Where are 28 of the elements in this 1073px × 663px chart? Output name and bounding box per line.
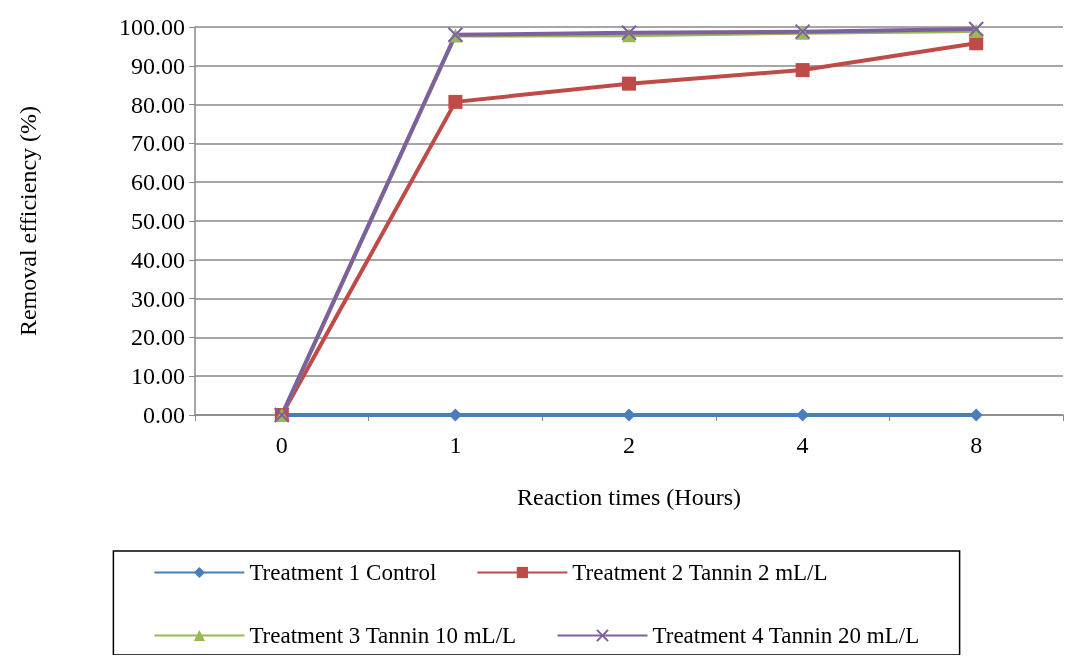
y-tick-label: 50.00 — [131, 208, 185, 234]
x-axis-title: Reaction times (Hours) — [517, 484, 741, 510]
y-tick-label: 90.00 — [131, 52, 185, 79]
x-tick-label: 4 — [796, 432, 809, 458]
x-tick-label: 0 — [275, 432, 288, 458]
y-tick-label: 30.00 — [131, 285, 185, 312]
point — [448, 94, 463, 109]
y-tick-label: 70.00 — [131, 130, 185, 157]
legend-label: Treatment 1 Control — [249, 560, 437, 585]
point — [622, 408, 636, 422]
y-tick-label: 40.00 — [131, 246, 185, 273]
y-axis-title: Removal efficiency (%) — [15, 105, 41, 337]
point — [622, 76, 636, 91]
legend-label: Treatment 2 Tannin 2 mL/L — [572, 560, 828, 585]
x-tick-label: 1 — [449, 432, 462, 458]
y-tick-label: 0.00 — [143, 402, 185, 428]
y-tick-label: 80.00 — [131, 91, 185, 118]
point — [621, 24, 637, 41]
point — [969, 408, 983, 422]
y-tick-label: 10.00 — [131, 363, 185, 390]
x-tick-label: 2 — [623, 432, 635, 458]
y-tick-label: 100.00 — [119, 14, 185, 40]
x-tick-label: 8 — [970, 432, 983, 458]
legend-label: Treatment 4 Tannin 20 mL/L — [652, 623, 920, 648]
y-tick-label: 60.00 — [131, 169, 185, 196]
point — [795, 63, 810, 78]
legend-label: Treatment 3 Tannin 10 mL/L — [249, 623, 517, 648]
y-tick-label: 20.00 — [131, 324, 185, 351]
